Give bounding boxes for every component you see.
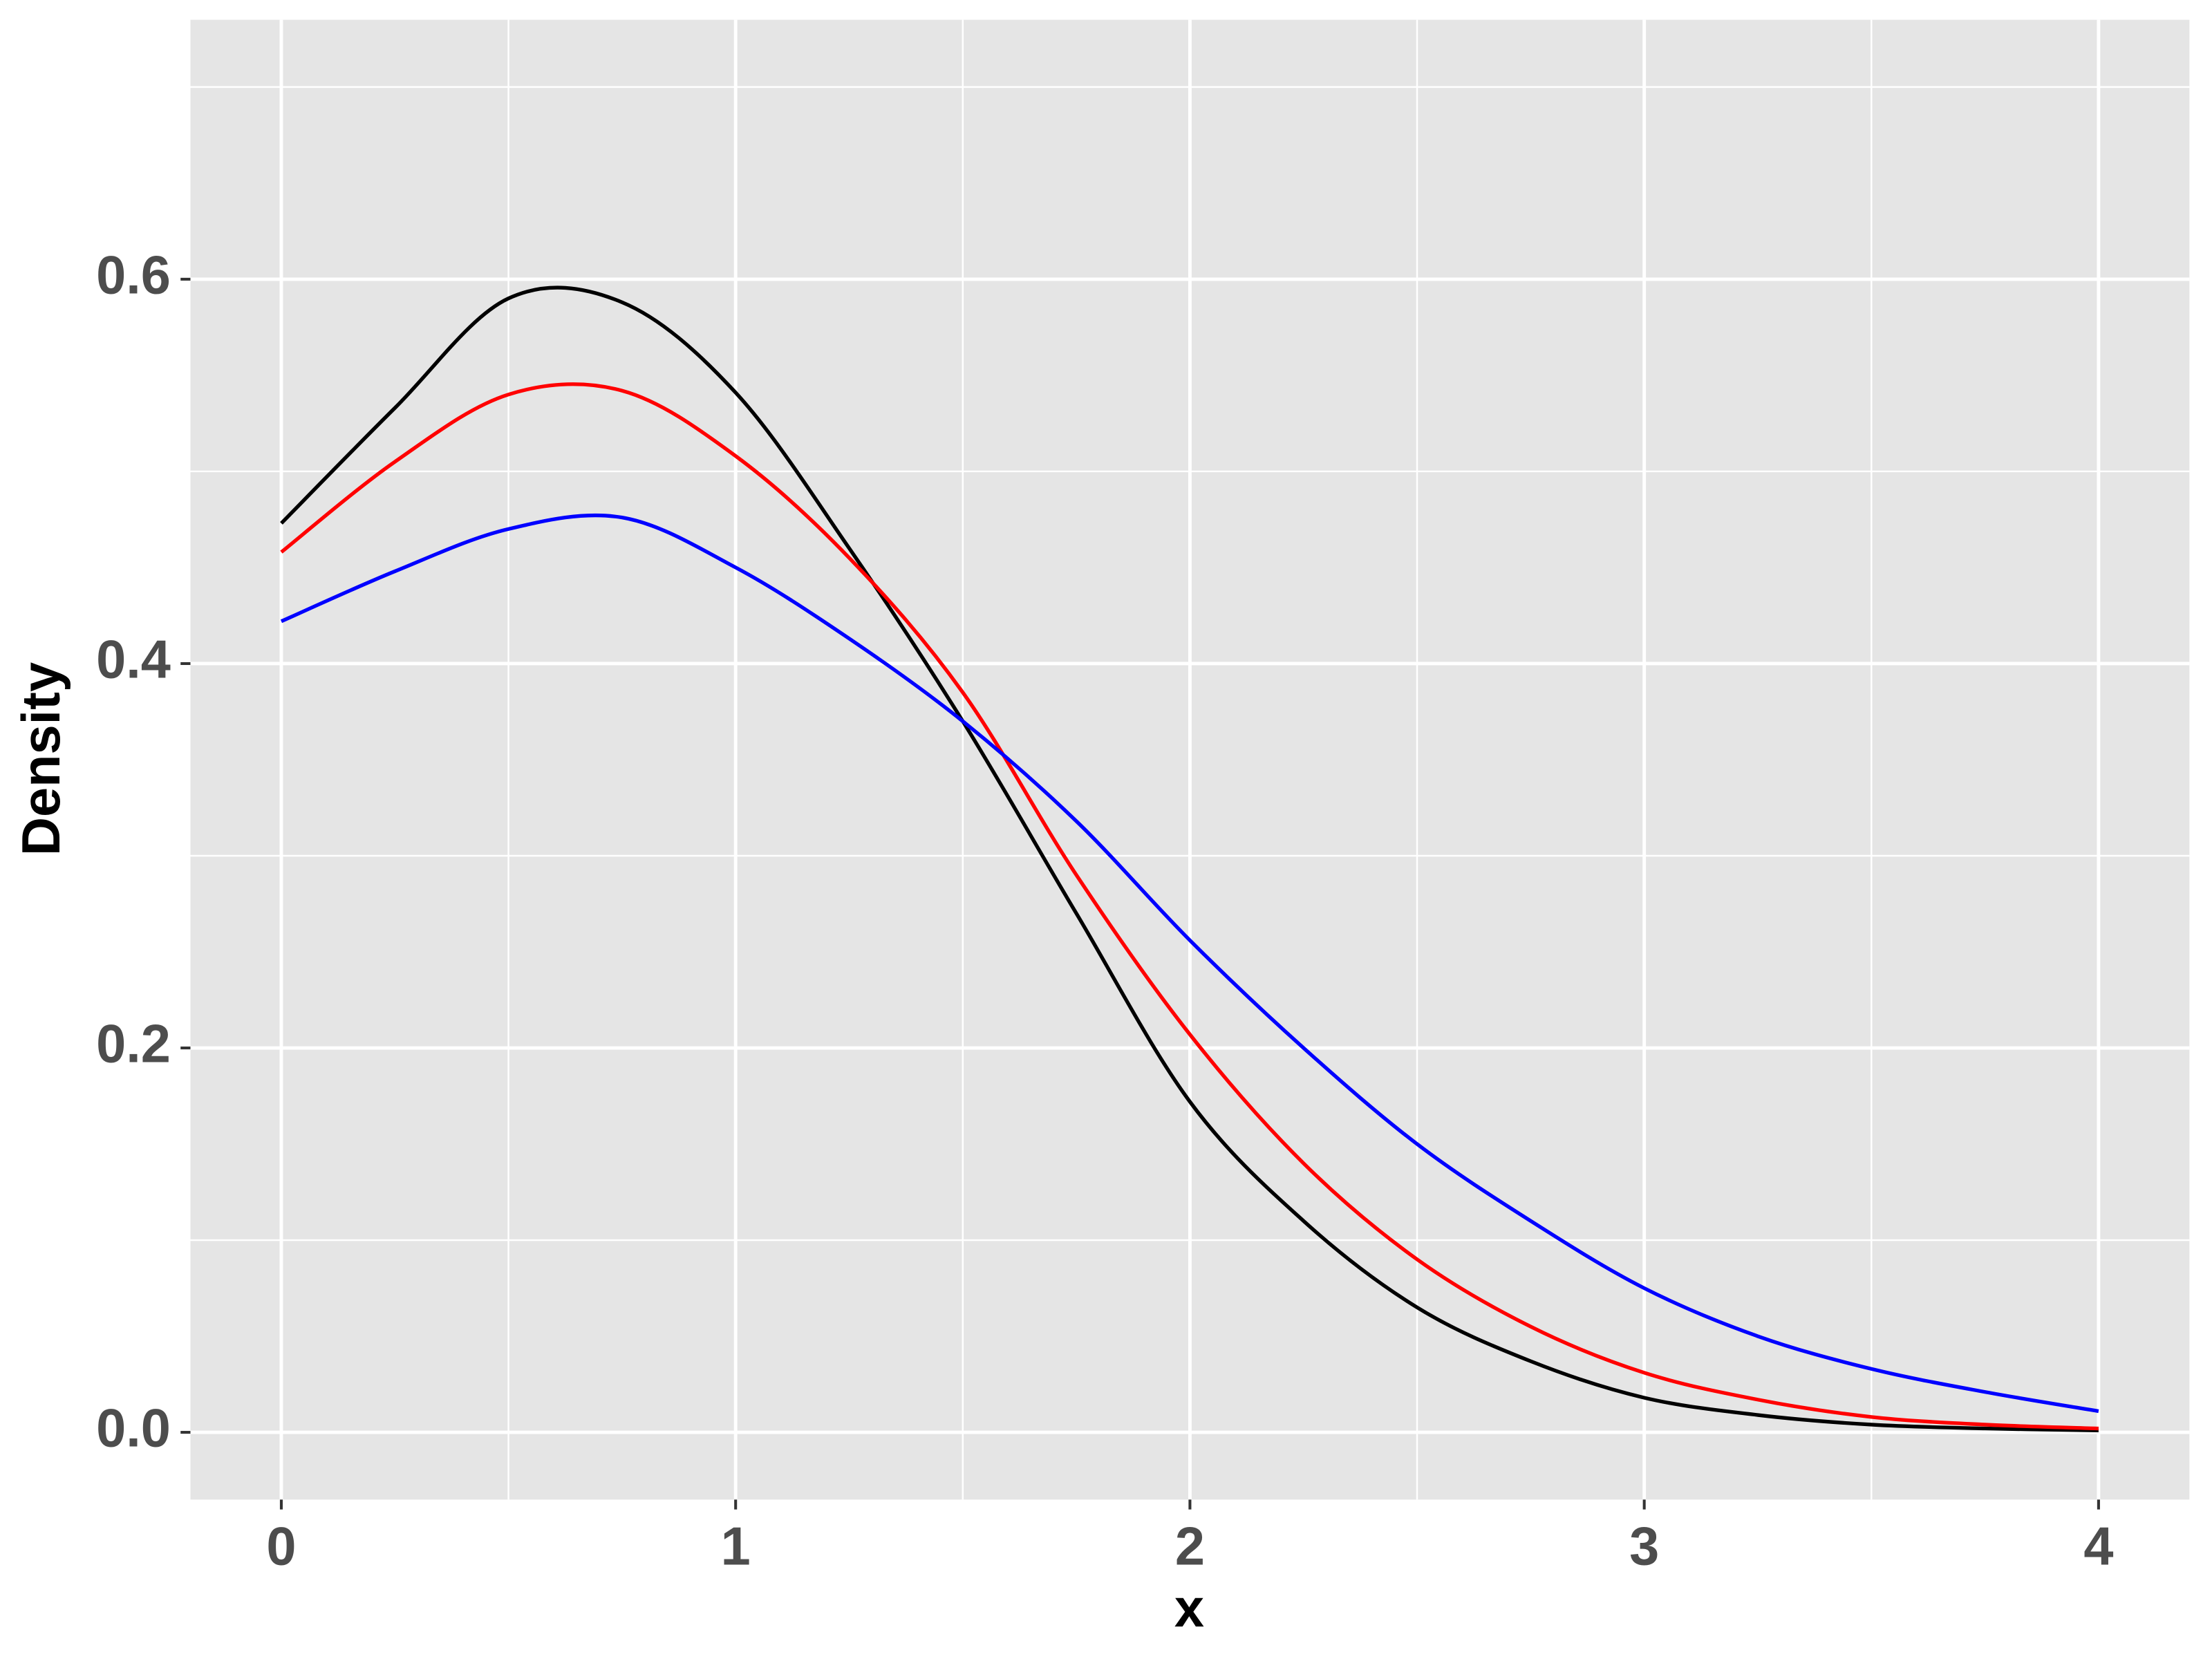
line-series xyxy=(280,513,2099,1414)
x-tick-label: 0 xyxy=(266,1517,296,1576)
y-axis-title: Density xyxy=(12,662,71,856)
x-tick-label: 2 xyxy=(1175,1517,1205,1576)
y-tick-label: 0.0 xyxy=(96,1399,171,1459)
line-series xyxy=(280,285,2099,1432)
x-axis-title: x xyxy=(1174,1579,1204,1638)
y-tick-label: 0.6 xyxy=(96,245,171,305)
x-tick-label: 3 xyxy=(1629,1517,1659,1576)
y-tick-label: 0.4 xyxy=(96,630,171,689)
y-tick-label: 0.2 xyxy=(96,1015,171,1074)
line-series xyxy=(280,382,2099,1431)
x-tick-label: 1 xyxy=(721,1517,751,1576)
x-tick-label: 4 xyxy=(2083,1517,2113,1576)
